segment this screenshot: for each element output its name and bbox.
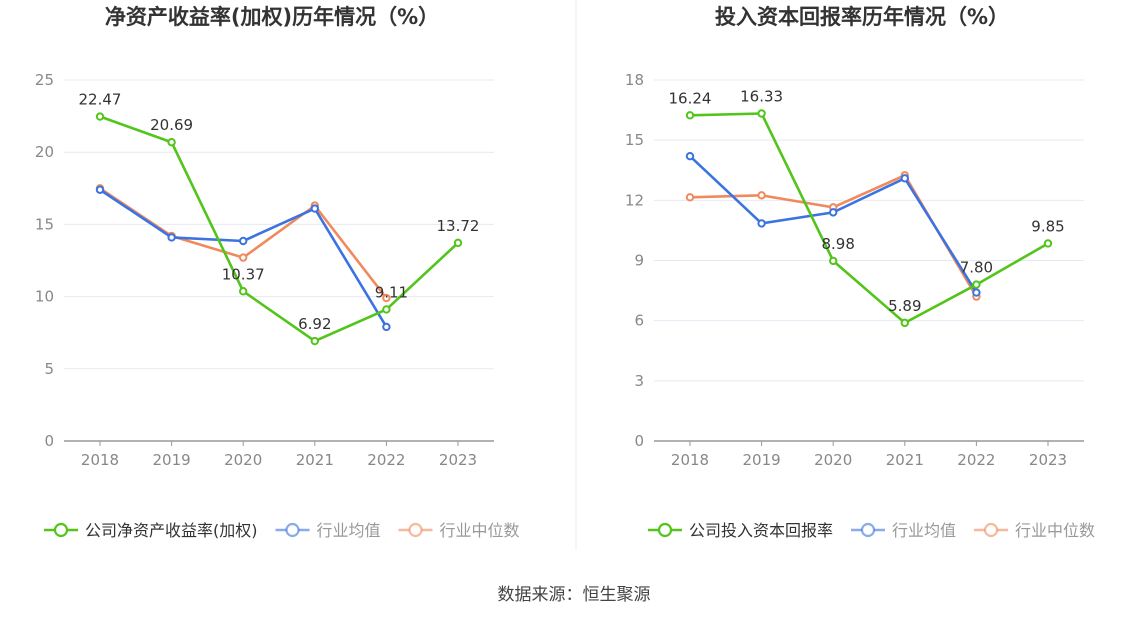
- legend-marker-industry_median: [983, 522, 999, 538]
- legend-label: 公司投入资本回报率: [689, 521, 833, 540]
- x-tick-label: 2021: [296, 451, 334, 469]
- y-tick-label: 5: [44, 360, 54, 378]
- y-tick-label: 12: [625, 191, 644, 209]
- roic-chart-panel: 投入资本回报率历年情况（%） 0 3 6 9 12 15 18 2018 2019 2020 2021…: [625, 5, 1095, 540]
- legend-marker-company: [657, 522, 673, 538]
- data-point-company: [829, 256, 838, 266]
- data-label: 20.69: [150, 116, 193, 134]
- data-point-company: [239, 287, 248, 296]
- legend-label: 公司净资产收益率(加权): [85, 521, 258, 540]
- data-label: 16.33: [740, 87, 783, 105]
- legend-label: 行业均值: [317, 521, 381, 540]
- series-line-company: [689, 112, 1049, 325]
- x-tick-label: 2020: [224, 451, 262, 469]
- data-point-industry_median: [757, 191, 766, 200]
- data-point-industry_avg: [900, 174, 909, 183]
- legend-label: 行业中位数: [440, 521, 520, 540]
- data-point-industry_avg: [95, 185, 105, 194]
- data-point-company: [972, 280, 981, 289]
- y-tick-label: 20: [35, 143, 54, 161]
- y-tick-label: 10: [35, 288, 54, 306]
- legend-marker-industry_avg: [285, 522, 300, 538]
- chart-title: 净资产收益率(加权)历年情况（%）: [105, 5, 439, 29]
- y-tick-label: 15: [625, 131, 644, 149]
- y-tick-label: 0: [634, 432, 644, 450]
- x-tick-label: 2021: [886, 451, 924, 469]
- data-point-industry_median: [239, 253, 248, 262]
- roe-chart-panel: 净资产收益率(加权)历年情况（%） 0 5 10 15 20 25 2018 2019 2020 2…: [35, 5, 520, 540]
- data-label: 13.72: [437, 217, 480, 235]
- data-label: 9.85: [1031, 217, 1064, 235]
- y-tick-label: 15: [35, 215, 54, 233]
- legend-marker-company: [53, 522, 69, 538]
- x-tick-label: 2019: [743, 451, 781, 469]
- x-tick-label: 2020: [814, 451, 852, 469]
- y-tick-label: 3: [634, 372, 644, 390]
- data-label: 16.24: [669, 89, 712, 107]
- data-point-industry_avg: [167, 233, 176, 242]
- data-point-industry_avg: [382, 322, 391, 332]
- data-label: 8.98: [821, 235, 854, 253]
- data-point-company: [900, 318, 909, 328]
- data-point-company: [382, 305, 391, 314]
- series-line-industry_avg: [689, 155, 978, 294]
- x-tick-label: 2018: [81, 451, 119, 469]
- data-point-industry_median: [685, 193, 695, 202]
- data-point-company: [310, 336, 319, 346]
- data-point-industry_avg: [972, 288, 981, 297]
- data-point-industry_avg: [685, 152, 695, 161]
- data-label: 6.92: [298, 315, 331, 333]
- data-point-industry_avg: [310, 204, 319, 213]
- data-point-industry_avg: [239, 236, 248, 246]
- data-source-note: 数据来源：恒生聚源: [497, 585, 651, 605]
- data-point-company: [1043, 239, 1053, 248]
- x-tick-label: 2019: [153, 451, 191, 469]
- legend-marker-industry_avg: [860, 522, 876, 538]
- y-tick-label: 6: [634, 312, 644, 330]
- legend-label: 行业均值: [892, 521, 956, 540]
- x-tick-label: 2022: [957, 451, 995, 469]
- y-tick-label: 9: [634, 252, 644, 270]
- data-point-company: [453, 238, 463, 248]
- y-tick-label: 0: [44, 432, 54, 450]
- data-label: 9.11: [375, 283, 408, 301]
- x-tick-label: 2022: [367, 451, 405, 469]
- x-tick-label: 2018: [671, 451, 709, 469]
- data-point-company: [685, 111, 695, 120]
- data-label: 7.80: [960, 259, 993, 277]
- data-point-industry_avg: [829, 208, 838, 217]
- data-label: 5.89: [888, 297, 921, 315]
- chart-title: 投入资本回报率历年情况（%）: [715, 5, 1009, 29]
- data-point-company: [167, 138, 176, 147]
- data-point-industry_median: [382, 293, 391, 303]
- data-point-company: [757, 109, 766, 118]
- x-tick-label: 2023: [439, 451, 477, 469]
- data-point-industry_avg: [757, 219, 766, 228]
- x-tick-label: 2023: [1029, 451, 1067, 469]
- y-tick-label: 18: [625, 71, 644, 89]
- data-label: 10.37: [222, 265, 265, 283]
- data-label: 22.47: [79, 91, 122, 109]
- legend-label: 行业中位数: [1015, 521, 1095, 540]
- y-tick-label: 25: [35, 71, 54, 89]
- series-line-company: [99, 115, 459, 343]
- data-point-company: [95, 112, 105, 121]
- legend-marker-industry_median: [408, 522, 423, 538]
